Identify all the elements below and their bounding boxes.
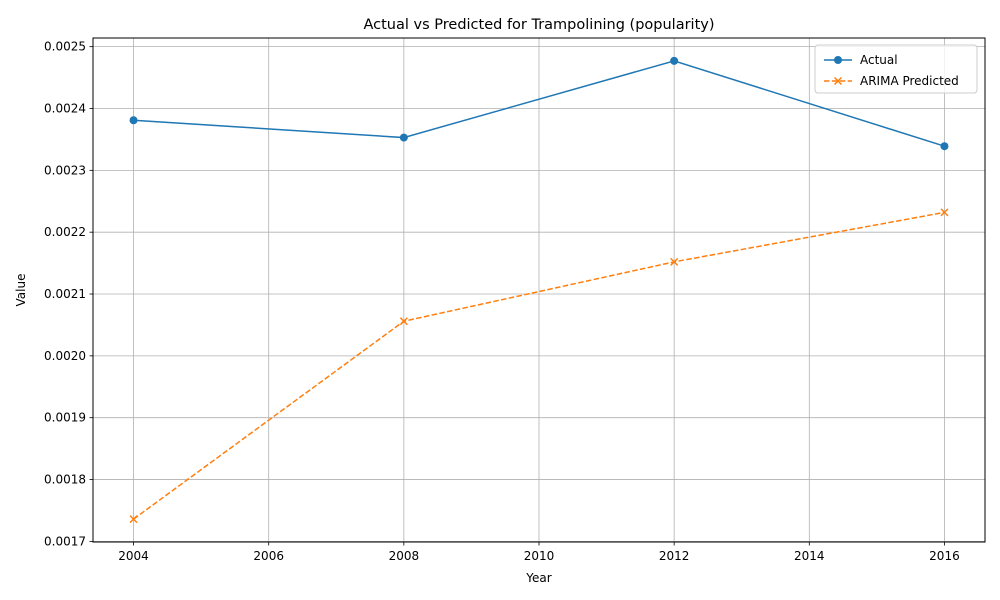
x-axis-label: Year <box>525 571 551 585</box>
x-tick-label: 2014 <box>794 549 825 563</box>
x-tick-label: 2012 <box>659 549 690 563</box>
y-axis-label: Value <box>14 274 28 307</box>
legend-label-arima-predicted: ARIMA Predicted <box>860 74 959 88</box>
data-point <box>129 116 138 125</box>
y-tick-label: 0.0017 <box>44 534 86 548</box>
y-tick-label: 0.0025 <box>44 40 86 54</box>
data-point <box>129 515 138 524</box>
y-tick-label: 0.0019 <box>44 411 86 425</box>
series-line-arima-predicted <box>133 211 945 520</box>
y-tick-label: 0.0023 <box>44 163 86 177</box>
y-tick-label: 0.0018 <box>44 473 86 487</box>
x-tick-label: 2004 <box>118 549 149 563</box>
legend-marker-actual <box>834 56 842 64</box>
data-point <box>670 56 679 65</box>
data-point <box>940 208 949 217</box>
legend: Actual ARIMA Predicted <box>814 44 978 94</box>
legend-label-actual: Actual <box>860 53 898 67</box>
y-tick-label: 0.0021 <box>44 287 86 301</box>
legend-box <box>814 44 978 94</box>
series-line-actual <box>133 60 945 147</box>
x-tick-label: 2010 <box>524 549 555 563</box>
grid <box>93 38 985 542</box>
y-tick-label: 0.0022 <box>44 225 86 239</box>
y-tick-label: 0.0020 <box>44 349 86 363</box>
x-tick-label: 2006 <box>253 549 284 563</box>
data-point <box>399 133 408 142</box>
series-actual <box>129 56 949 151</box>
series-arima-predicted <box>129 208 949 524</box>
data-point <box>670 257 679 266</box>
data-point <box>940 142 949 151</box>
legend-marker-arima-predicted <box>833 76 843 86</box>
chart-title: Actual vs Predicted for Trampolining (po… <box>363 17 714 33</box>
series-layer <box>129 56 949 524</box>
x-tick-label: 2016 <box>929 549 960 563</box>
x-tick-label: 2008 <box>389 549 420 563</box>
y-tick-label: 0.0024 <box>44 101 86 115</box>
data-point <box>399 317 408 326</box>
axis-ticks: 2004 2006 2008 2010 2012 2014 2016 0.0017 0.0018… <box>44 40 960 563</box>
